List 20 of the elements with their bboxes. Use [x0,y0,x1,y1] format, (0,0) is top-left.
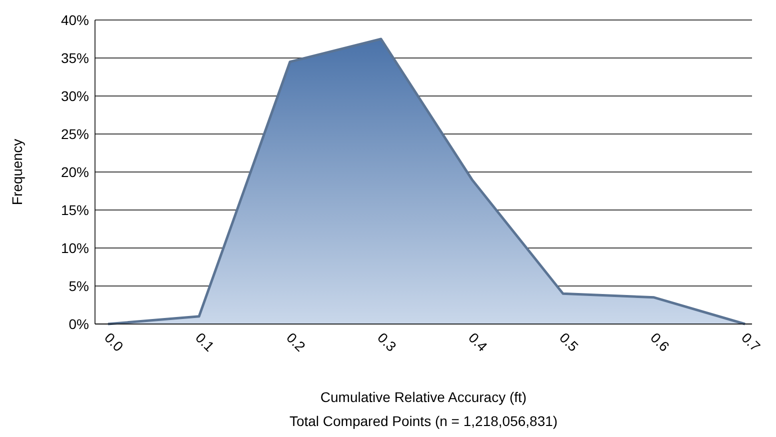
y-tick-label: 35% [60,50,89,66]
y-axis-title: Frequency [9,138,25,206]
x-tick-label: 0.7 [738,329,764,355]
x-tick-label: 0.1 [192,329,218,355]
x-tick-label: 0.0 [102,329,127,355]
x-tick-label: 0.6 [648,329,673,355]
y-tick-label: 0% [68,316,89,332]
y-tick-label: 30% [60,88,89,104]
y-tick-label: 20% [60,164,89,180]
x-tick-label: 0.4 [466,329,491,355]
y-tick-label: 15% [60,202,89,218]
x-axis-title: Cumulative Relative Accuracy (ft) [320,389,527,405]
y-tick-label: 40% [60,12,89,28]
y-tick-label: 25% [60,126,89,142]
x-tick-label: 0.2 [284,329,309,355]
x-tick-label: 0.3 [374,329,400,355]
y-tick-label: 10% [60,240,89,256]
y-tick-label: 5% [68,278,89,294]
text: Total Compared Points (n = 1,218,056,831) [289,413,558,429]
x-tick-label: 0.5 [556,329,582,355]
